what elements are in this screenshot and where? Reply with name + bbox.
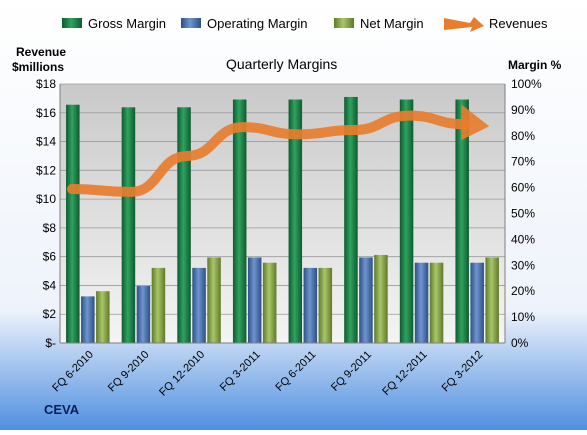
left-axis-label-line1: Revenue: [16, 45, 66, 59]
bar-operating-margin: [192, 268, 206, 343]
right-tick-label: 40%: [511, 232, 535, 246]
bar-net-margin: [96, 291, 110, 343]
legend-label-operating-margin: Operating Margin: [207, 16, 307, 31]
right-tick-label: 60%: [511, 181, 535, 195]
bar-gross-margin: [122, 107, 136, 343]
left-tick-label: $10: [36, 192, 56, 206]
bar-net-margin: [263, 263, 277, 343]
legend-label-gross-margin: Gross Margin: [88, 16, 166, 31]
left-tick-label: $16: [36, 106, 56, 120]
bar-net-margin: [319, 268, 333, 343]
right-tick-label: 80%: [511, 129, 535, 143]
left-axis-label-line2: $millions: [12, 60, 64, 74]
bar-net-margin: [430, 263, 444, 343]
bar-net-margin: [485, 258, 499, 343]
bar-gross-margin: [400, 100, 414, 343]
right-tick-label: 50%: [511, 207, 535, 221]
right-tick-label: 30%: [511, 258, 535, 272]
right-tick-label: 10%: [511, 310, 535, 324]
chart-title: Quarterly Margins: [226, 56, 337, 72]
bar-operating-margin: [81, 296, 95, 343]
bar-operating-margin: [137, 286, 151, 343]
left-tick-label: $2: [43, 307, 57, 321]
left-tick-label: $6: [43, 250, 57, 264]
bar-operating-margin: [304, 268, 318, 343]
legend-swatch-operating-margin: [181, 18, 201, 28]
left-tick-label: $12: [36, 163, 56, 177]
legend-swatch-net-margin: [334, 18, 354, 28]
bar-operating-margin: [470, 263, 484, 343]
bar-gross-margin: [66, 105, 80, 343]
bar-net-margin: [207, 258, 221, 343]
legend-label-net-margin: Net Margin: [360, 16, 424, 31]
legend-label-revenues: Revenues: [489, 16, 548, 31]
bar-net-margin: [152, 268, 166, 343]
bar-net-margin: [374, 255, 388, 343]
right-tick-label: 90%: [511, 103, 535, 117]
legend: Gross Margin Operating Margin Net Margin…: [62, 16, 548, 32]
right-tick-label: 100%: [511, 77, 542, 91]
left-tick-label: $4: [43, 278, 57, 292]
left-tick-label: $14: [36, 135, 56, 149]
legend-swatch-gross-margin: [62, 18, 82, 28]
bar-gross-margin: [233, 100, 247, 343]
bar-operating-margin: [415, 263, 429, 343]
right-tick-label: 0%: [511, 336, 529, 350]
company-label: CEVA: [44, 402, 80, 417]
left-tick-label: $8: [43, 221, 57, 235]
left-tick-label: $-: [45, 336, 56, 350]
right-tick-label: 70%: [511, 155, 535, 169]
right-axis-label: Margin %: [508, 58, 562, 72]
right-tick-label: 20%: [511, 284, 535, 298]
bar-operating-margin: [248, 258, 262, 343]
left-tick-label: $18: [36, 77, 56, 91]
bar-operating-margin: [359, 258, 373, 343]
bar-gross-margin: [177, 107, 191, 343]
